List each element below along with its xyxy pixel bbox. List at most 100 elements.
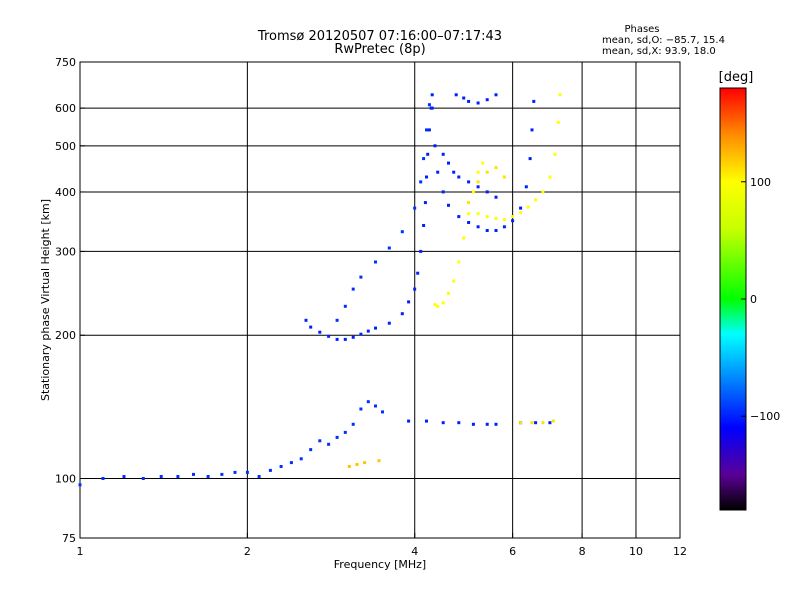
- data-point: [377, 459, 381, 463]
- data-point: [433, 144, 437, 148]
- data-point: [176, 475, 180, 478]
- data-point: [485, 98, 489, 102]
- data-point: [441, 421, 445, 425]
- y-tick-label: 600: [55, 102, 76, 115]
- data-point: [476, 170, 480, 174]
- data-point: [457, 215, 461, 219]
- data-point: [366, 329, 370, 333]
- data-point: [467, 212, 471, 216]
- data-point: [511, 215, 515, 219]
- data-point: [457, 421, 461, 425]
- data-point: [528, 157, 532, 161]
- data-point: [430, 93, 434, 97]
- colorbar-ticks: 100 0 −100: [741, 176, 780, 423]
- data-point: [407, 419, 411, 423]
- data-point: [534, 198, 538, 202]
- data-point: [268, 468, 272, 472]
- data-point: [467, 201, 471, 205]
- data-point: [511, 219, 515, 223]
- data-point: [78, 483, 82, 487]
- data-point: [462, 236, 466, 240]
- data-point: [289, 461, 293, 465]
- data-point: [233, 470, 237, 474]
- data-point: [422, 157, 426, 161]
- data-point: [452, 279, 456, 283]
- data-point: [541, 190, 545, 194]
- x-axis-ticks: 1 2 4 6 8 10 12: [77, 533, 687, 558]
- phase-info-o: mean, sd,O: −85.7, 15.4: [602, 35, 725, 46]
- data-point: [519, 206, 523, 210]
- x-tick-label: 1: [77, 545, 84, 558]
- data-point: [427, 128, 431, 132]
- data-point: [558, 93, 562, 97]
- data-point: [318, 439, 322, 443]
- data-point: [430, 106, 434, 110]
- data-point: [436, 170, 440, 174]
- y-axis-label: Stationary phase Virtual Height [km]: [39, 199, 52, 401]
- data-point: [413, 206, 417, 210]
- data-point: [318, 330, 322, 334]
- data-point: [343, 337, 347, 341]
- phase-info-heading: Phases: [624, 24, 659, 35]
- data-point: [299, 457, 303, 461]
- data-point: [101, 477, 105, 480]
- data-point: [159, 475, 163, 478]
- y-tick-label: 300: [55, 245, 76, 258]
- data-point: [534, 421, 538, 425]
- data-point: [494, 229, 498, 232]
- data-point: [245, 470, 249, 474]
- data-point: [427, 103, 431, 107]
- data-point: [374, 326, 377, 330]
- data-point: [351, 335, 355, 339]
- data-point: [343, 430, 347, 434]
- data-point: [541, 421, 545, 425]
- data-point: [553, 152, 557, 156]
- y-tick-label: 400: [55, 186, 76, 199]
- data-point: [502, 218, 506, 222]
- data-point: [519, 421, 523, 425]
- data-point: [447, 161, 450, 165]
- data-point: [327, 442, 331, 446]
- data-point: [485, 215, 489, 219]
- data-point: [335, 318, 339, 322]
- data-point: [494, 195, 498, 199]
- data-point: [447, 203, 450, 207]
- colorbar-tick-label: −100: [750, 410, 780, 423]
- data-point: [335, 435, 339, 439]
- data-point: [502, 225, 506, 229]
- data-point: [387, 246, 391, 250]
- data-point: [413, 287, 417, 291]
- data-point: [467, 99, 471, 103]
- data-point: [374, 260, 377, 264]
- data-point: [452, 170, 456, 174]
- data-point: [374, 404, 377, 408]
- data-point: [426, 152, 430, 156]
- x-tick-label: 10: [629, 545, 643, 558]
- data-point: [526, 205, 530, 209]
- phase-info-x: mean, sd,X: 93.9, 18.0: [602, 46, 716, 57]
- data-point: [279, 465, 283, 468]
- data-point: [447, 291, 450, 295]
- data-point: [122, 475, 126, 478]
- data-point: [441, 301, 445, 305]
- data-point: [416, 271, 420, 275]
- data-point: [494, 166, 498, 170]
- data-point: [366, 400, 370, 404]
- data-point: [347, 465, 351, 468]
- data-point: [335, 337, 339, 341]
- data-point: [462, 96, 466, 100]
- data-point: [476, 101, 480, 105]
- x-axis-label: Frequency [MHz]: [334, 558, 426, 571]
- data-point: [419, 249, 423, 253]
- data-point: [141, 477, 145, 480]
- y-tick-label: 750: [55, 56, 76, 69]
- x-tick-label: 2: [244, 545, 251, 558]
- data-point: [351, 422, 355, 426]
- data-point: [220, 472, 224, 476]
- data-point: [485, 422, 489, 426]
- data-points: [78, 93, 562, 487]
- data-point: [387, 321, 391, 325]
- data-point: [257, 475, 261, 478]
- data-point: [419, 180, 423, 184]
